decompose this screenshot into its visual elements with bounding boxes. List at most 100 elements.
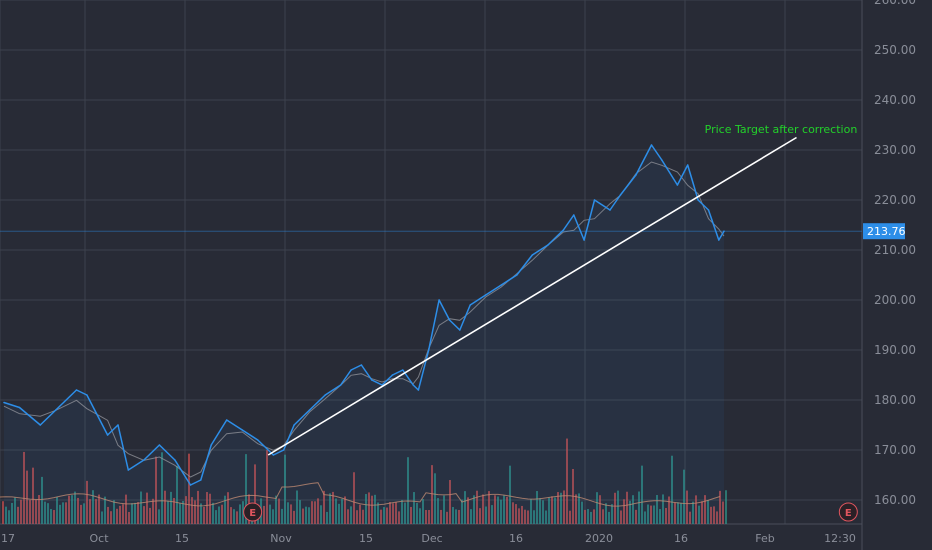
x-tick-label: Nov — [270, 532, 292, 545]
volume-bar — [560, 492, 562, 524]
volume-bar — [521, 505, 523, 524]
x-tick-label: 17 — [1, 532, 15, 545]
volume-bar — [458, 509, 460, 524]
volume-bar — [326, 511, 328, 524]
price-point — [210, 444, 212, 446]
volume-bar — [599, 495, 601, 524]
price-area-fill — [4, 145, 724, 524]
volume-bar — [449, 480, 451, 524]
volume-bar — [59, 504, 61, 524]
volume-bar — [182, 500, 184, 524]
price-point — [609, 209, 611, 211]
moving-average-line — [3, 161, 725, 478]
volume-bar — [401, 499, 403, 524]
volume-bar — [341, 498, 343, 524]
volume-bar — [650, 505, 652, 524]
volume-bar — [329, 493, 331, 524]
volume-bar — [278, 498, 280, 524]
price-point — [200, 479, 202, 481]
trendline[interactable] — [267, 136, 797, 456]
volume-bar — [41, 476, 43, 524]
price-point — [635, 174, 637, 176]
volume-bar — [143, 506, 145, 524]
price-point — [106, 434, 109, 436]
y-tick-label: 230.00 — [874, 143, 916, 157]
volume-bar — [593, 509, 595, 524]
volume-bar — [377, 502, 379, 524]
earnings-marker-label: E — [845, 508, 852, 519]
y-tick-label: 250.00 — [874, 43, 916, 57]
volume-bar — [71, 495, 73, 524]
y-tick-label: 160.00 — [874, 493, 916, 507]
volume-bar — [350, 506, 352, 524]
price-point — [573, 214, 575, 216]
volume-bar — [479, 508, 481, 524]
price-point — [117, 424, 119, 426]
volume-bar — [512, 502, 514, 524]
volume-bar — [716, 511, 718, 524]
volume-bar — [323, 490, 325, 524]
volume-bar — [581, 501, 583, 524]
volume-bar — [77, 497, 79, 524]
price-point — [723, 230, 725, 232]
volume-bar — [380, 509, 382, 524]
volume-bar — [428, 510, 430, 524]
earnings-marker-label: E — [249, 508, 256, 519]
volume-bar — [629, 500, 631, 524]
earnings-marker[interactable] — [838, 502, 858, 522]
volume-bar — [284, 454, 286, 524]
volume-bar — [218, 506, 220, 524]
volume-bar — [194, 500, 196, 524]
annotations[interactable]: Price Target after correction E E — [243, 123, 858, 522]
volume-bar — [158, 509, 160, 524]
price-point — [402, 369, 404, 371]
volume-bar — [644, 511, 646, 524]
volume-bar — [386, 507, 388, 524]
volume-bar — [647, 504, 649, 524]
volume-bar — [14, 497, 16, 524]
price-point — [686, 164, 689, 166]
volume-bar — [311, 501, 313, 524]
volume-bar — [563, 490, 565, 524]
volume-bar — [125, 494, 127, 524]
volume-bar — [578, 493, 580, 524]
price-point — [158, 444, 161, 446]
volume-bar — [395, 502, 397, 524]
volume-bar — [596, 492, 598, 524]
price-point — [371, 379, 373, 381]
volume-bar — [56, 497, 58, 524]
volume-bar — [86, 480, 88, 524]
volume-bar — [89, 499, 91, 524]
x-tick-label: 15 — [359, 532, 373, 545]
price-point — [500, 284, 503, 286]
volume-bar — [467, 497, 469, 524]
volume-bar — [173, 498, 175, 524]
volume-bar — [35, 499, 37, 524]
volume-bar — [410, 506, 412, 524]
price-point — [562, 229, 565, 231]
earnings-marker[interactable] — [243, 502, 263, 522]
volume-bar — [683, 469, 685, 524]
volume-bar — [419, 508, 421, 524]
volume-bar — [422, 499, 424, 524]
price-point — [324, 394, 327, 396]
volume-bar — [104, 496, 106, 524]
volume-bar — [8, 510, 10, 524]
price-point — [650, 144, 653, 146]
volume-bar — [50, 509, 52, 524]
price-point — [143, 459, 145, 461]
volume-bar — [338, 503, 340, 524]
volume-bar — [197, 490, 199, 524]
price-point — [583, 239, 585, 241]
volume-bar — [185, 496, 187, 524]
price-line — [0, 144, 862, 486]
volume-bar — [482, 494, 484, 524]
volume-bar — [536, 491, 538, 524]
volume-bar — [473, 495, 475, 524]
volume-bar — [686, 490, 688, 524]
price-point — [593, 199, 596, 201]
grid — [0, 0, 863, 550]
last-price-badge-label: 213.76 — [867, 225, 906, 238]
volume-bar — [713, 506, 715, 524]
